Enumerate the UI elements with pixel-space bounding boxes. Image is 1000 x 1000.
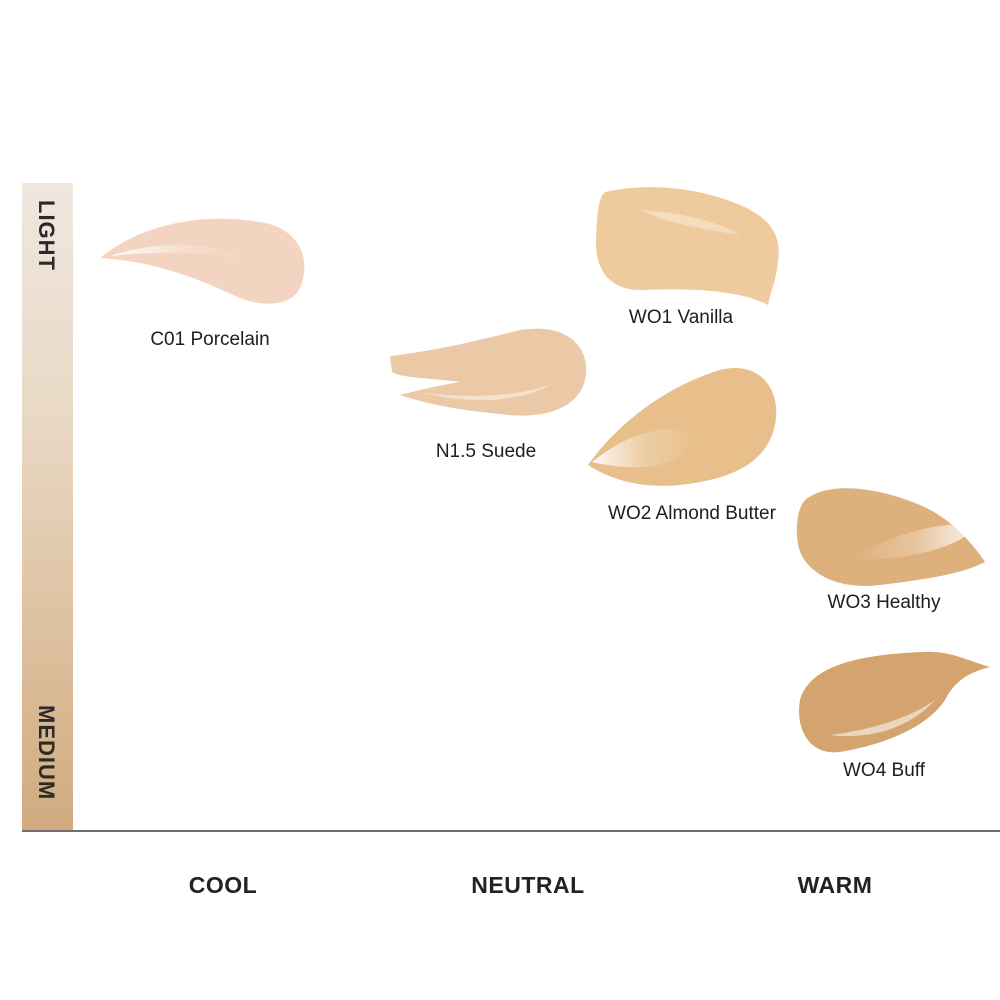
shade-label-n15: N1.5 Suede	[435, 441, 537, 462]
swatch-c01-porcelain	[100, 218, 305, 304]
swatch-wo4-buff	[799, 651, 990, 753]
swatch-n15-suede	[390, 328, 587, 416]
swatch-wo3-healthy	[796, 488, 985, 586]
x-axis-label-neutral: NEUTRAL	[471, 872, 585, 898]
x-axis-label-warm: WARM	[797, 872, 873, 898]
shade-label-wo1: WO1 Vanilla	[628, 307, 734, 328]
shade-label-c01: C01 Porcelain	[150, 329, 270, 350]
shade-label-wo4: WO4 Buff	[842, 760, 926, 781]
shade-label-wo2: WO2 Almond Butter	[608, 503, 776, 524]
shade-label-wo3: WO3 Healthy	[827, 592, 941, 613]
lightness-gradient-bar	[22, 183, 73, 831]
swatch-wo2-almond-butter	[588, 368, 777, 486]
x-axis-line	[22, 830, 1000, 832]
swatch-wo1-vanilla	[595, 187, 779, 305]
x-axis-label-cool: COOL	[188, 872, 258, 898]
